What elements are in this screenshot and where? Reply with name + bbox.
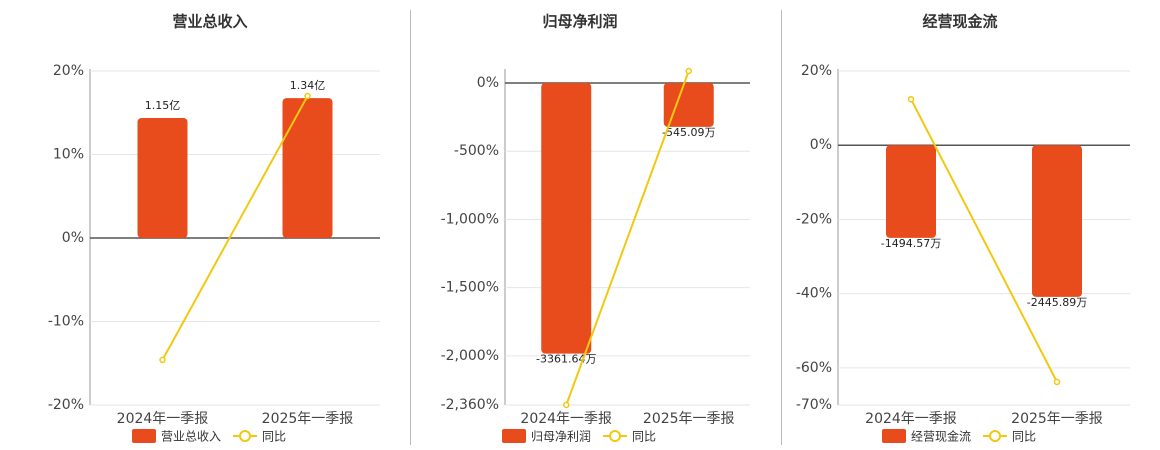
- value-label: -3361.64万: [536, 353, 596, 366]
- yoy-point: [1053, 378, 1061, 386]
- yoy-line: [910, 98, 1058, 383]
- yoy-point: [685, 67, 692, 75]
- bar: [137, 117, 188, 238]
- value-label: -2445.89万: [1027, 296, 1087, 309]
- y-tick-label: 20%: [53, 63, 84, 79]
- yoy-line: [161, 95, 309, 361]
- x-tick-label: 2024年一季报: [520, 411, 612, 427]
- y-tick-label: 0%: [62, 230, 84, 246]
- bar: [282, 98, 333, 238]
- y-tick-label: 0%: [810, 137, 832, 153]
- legend-swatch: [502, 429, 526, 443]
- legend-label: 同比: [632, 430, 656, 444]
- y-tick-label: -1,000%: [441, 211, 499, 227]
- legend-label: 同比: [1012, 430, 1036, 444]
- x-tick-label: 2025年一季报: [643, 411, 735, 427]
- y-tick-label: -500%: [454, 143, 499, 159]
- chart-title: 经营现金流: [922, 13, 997, 31]
- y-tick-label: -2,360%: [441, 397, 499, 413]
- bar: [886, 145, 936, 238]
- y-tick-label: -40%: [796, 286, 832, 302]
- y-tick-label: 20%: [801, 63, 832, 79]
- y-tick-label: -2,000%: [441, 348, 499, 364]
- y-tick-label: -1,500%: [441, 280, 499, 296]
- chart-title: 归母净利润: [542, 13, 617, 31]
- value-label: -1494.57万: [881, 237, 941, 250]
- y-tick-label: 0%: [477, 75, 499, 91]
- legend-marker: [609, 430, 622, 442]
- bar: [541, 82, 592, 354]
- value-label: 1.15亿: [145, 99, 181, 112]
- legend-label: 同比: [262, 430, 286, 444]
- legend-label: 经营现金流: [911, 429, 971, 444]
- y-tick-label: -20%: [796, 211, 832, 227]
- legend-swatch: [882, 429, 906, 443]
- legend-swatch: [132, 429, 156, 443]
- legend-label: 归母净利润: [531, 430, 591, 444]
- y-tick-label: -60%: [796, 360, 832, 376]
- yoy-point: [304, 92, 311, 100]
- bar: [1032, 145, 1082, 297]
- value-label: -545.09万: [662, 126, 715, 139]
- y-tick-label: 10%: [53, 147, 84, 163]
- yoy-point: [159, 356, 166, 364]
- x-tick-label: 2025年一季报: [262, 411, 354, 427]
- y-tick-label: -10%: [48, 314, 84, 330]
- yoy-point: [907, 95, 915, 103]
- legend-marker: [989, 430, 1002, 442]
- legend-marker: [239, 430, 252, 442]
- x-tick-label: 2024年一季报: [865, 411, 957, 427]
- chart-title: 营业总收入: [172, 13, 247, 31]
- yoy-line: [565, 70, 690, 406]
- value-label: 1.34亿: [290, 79, 326, 92]
- y-tick-label: -20%: [48, 397, 84, 413]
- x-tick-label: 2024年一季报: [117, 411, 209, 427]
- bar: [663, 82, 714, 127]
- x-tick-label: 2025年一季报: [1011, 411, 1103, 427]
- y-tick-label: -70%: [796, 397, 832, 413]
- yoy-point: [563, 401, 570, 409]
- legend-label: 营业总收入: [161, 430, 221, 444]
